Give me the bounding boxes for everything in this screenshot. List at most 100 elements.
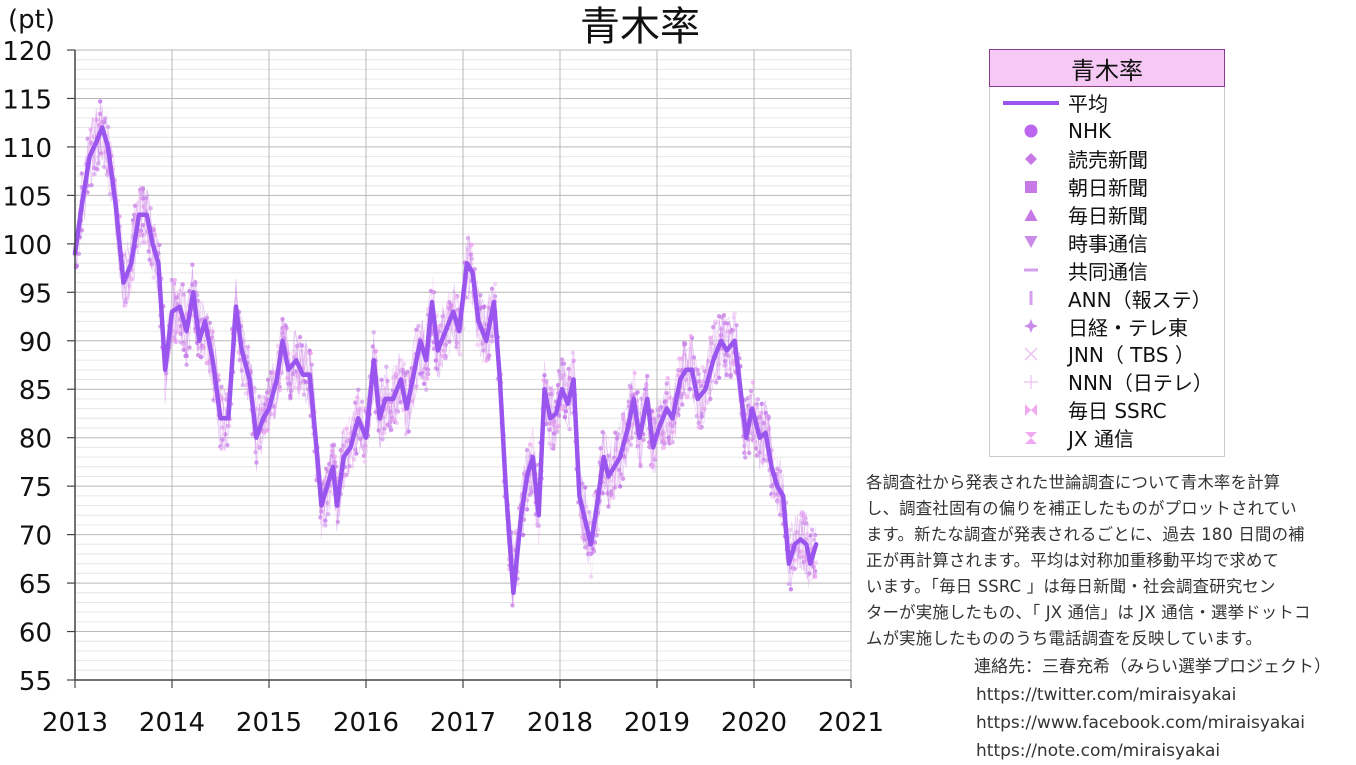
poll-point — [187, 288, 192, 294]
poll-point — [651, 416, 657, 422]
legend-symbol-icon — [1025, 403, 1037, 416]
poll-point — [457, 352, 463, 357]
poll-point — [753, 446, 759, 451]
poll-point — [388, 424, 393, 430]
poll-point — [140, 222, 146, 228]
y-tick-label: 110 — [2, 134, 52, 164]
legend-symbol-icon — [1029, 291, 1033, 306]
poll-point — [152, 232, 157, 238]
poll-point — [559, 406, 565, 412]
poll-point — [362, 459, 368, 464]
poll-point — [660, 430, 666, 435]
poll-point — [656, 413, 662, 419]
poll-point — [716, 375, 722, 381]
poll-point — [563, 409, 569, 414]
poll-point — [621, 454, 627, 459]
poll-point — [680, 402, 685, 407]
poll-point — [758, 410, 763, 416]
poll-point — [204, 315, 210, 321]
poll-point — [699, 411, 704, 416]
poll-point — [606, 453, 611, 459]
poll-point — [700, 364, 705, 370]
circle-marker — [1024, 124, 1038, 138]
poll-point — [170, 281, 176, 287]
poll-point — [151, 227, 156, 233]
poll-point — [752, 439, 758, 444]
legend-label: 日経・テレ東 — [1068, 315, 1188, 340]
poll-point — [812, 532, 818, 538]
poll-point — [95, 117, 100, 123]
poll-point — [810, 564, 816, 569]
legend-symbol-icon — [1024, 268, 1038, 272]
poll-point — [341, 443, 346, 449]
poll-point — [489, 286, 495, 291]
poll-point — [481, 348, 486, 353]
grid-lines — [74, 49, 852, 681]
poll-point — [681, 352, 687, 358]
poll-point — [465, 247, 471, 252]
poll-point — [542, 373, 547, 378]
note-link[interactable]: https://note.com/miraisyakai — [976, 741, 1221, 761]
poll-point — [327, 489, 333, 494]
twitter-link[interactable]: https://twitter.com/miraisyakai — [976, 685, 1237, 705]
poll-point — [196, 346, 202, 351]
poll-point — [728, 374, 733, 380]
plus-marker — [1024, 374, 1038, 389]
poll-point — [547, 427, 552, 433]
poll-point — [580, 535, 585, 540]
poll-point — [812, 569, 818, 574]
facebook-link[interactable]: https://www.facebook.com/miraisyakai — [976, 713, 1306, 733]
poll-point — [447, 339, 452, 344]
poll-point — [699, 414, 704, 419]
poll-point — [252, 386, 257, 391]
poll-point — [449, 303, 454, 308]
poll-point — [605, 491, 610, 496]
poll-point — [294, 373, 300, 379]
legend: 青木率 平均 NHK 読売新聞 朝日新聞 毎日新聞 時事通信 共同通信 ANN（報ステ） 日経・… — [989, 49, 1225, 457]
poll-point — [329, 448, 335, 454]
poll-point — [257, 394, 262, 399]
y-tick-label: 60 — [19, 619, 52, 649]
poll-point — [102, 149, 108, 155]
y-tick-label: 105 — [2, 182, 52, 212]
poll-point — [727, 367, 732, 372]
poll-point — [764, 458, 769, 463]
legend-entry: ANN（報ステ） — [990, 284, 1224, 312]
poll-point — [219, 384, 224, 389]
poll-point — [352, 457, 357, 462]
legend-label: NHK — [1068, 118, 1112, 143]
poll-point — [489, 334, 495, 339]
poll-point — [210, 329, 215, 334]
poll-point — [157, 242, 162, 248]
poll-point — [390, 418, 396, 423]
poll-point — [243, 391, 248, 396]
poll-point — [353, 447, 358, 452]
poll-point — [277, 384, 282, 390]
poll-point — [239, 368, 245, 373]
poll-point — [757, 450, 763, 455]
legend-symbol — [990, 203, 1068, 227]
note-line: ます。新たな調査が発表されるごとに、過去 180 日間の補 — [866, 525, 1305, 544]
poll-point — [460, 326, 466, 331]
legend-entry: 毎日 SSRC — [990, 396, 1224, 424]
poll-point — [754, 405, 760, 410]
y-tick-label: 65 — [19, 570, 52, 600]
poll-point — [288, 396, 293, 401]
poll-point — [308, 350, 313, 356]
poll-point — [699, 383, 704, 389]
poll-point — [178, 340, 183, 345]
legend-symbol-icon — [1024, 347, 1038, 361]
poll-point — [172, 277, 178, 283]
legend-symbol — [990, 91, 1068, 115]
poll-point — [583, 485, 588, 490]
poll-point — [520, 532, 526, 538]
poll-point — [642, 391, 647, 397]
poll-point — [555, 383, 561, 388]
average-line — [72, 125, 819, 596]
legend-entry: JX 通信 — [990, 424, 1224, 452]
average-line-layer — [72, 125, 819, 596]
poll-point — [355, 395, 360, 400]
poll-point — [570, 350, 575, 355]
legend-symbol — [990, 175, 1068, 199]
poll-point — [446, 305, 451, 311]
